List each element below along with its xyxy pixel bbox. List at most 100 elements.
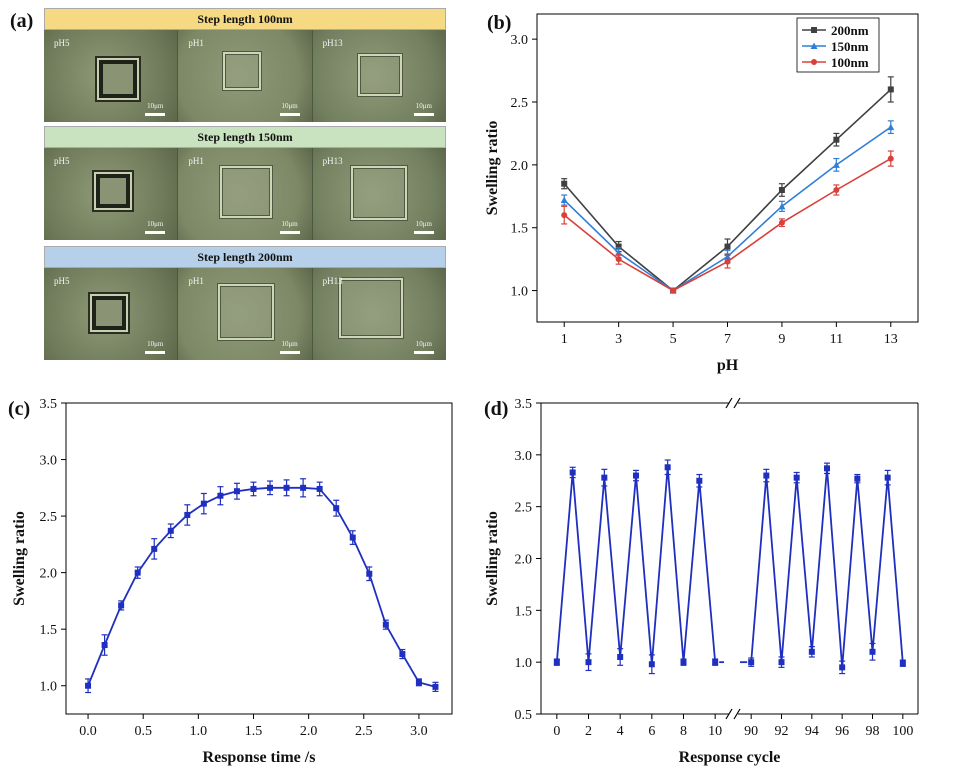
x-tick-label-c: 1.5 (245, 724, 263, 739)
data-point-c (333, 505, 340, 512)
data-point-c (366, 570, 373, 577)
y-tick-label-b: 2.0 (511, 159, 529, 174)
x-tick-label-d: 6 (648, 724, 655, 739)
ph-label: pH13 (322, 276, 343, 286)
micrograph-row-3: pH5 10μm pH1 10μm pH13 10μm (44, 268, 446, 360)
series-line-200nm (563, 88, 892, 292)
panel-label-b: (b) (487, 12, 512, 34)
data-point-d (617, 653, 624, 660)
ph-label: pH13 (322, 38, 343, 48)
y-tick-label-d: 3.0 (515, 449, 533, 464)
data-point-d (569, 469, 576, 476)
data-point-200nm (778, 187, 785, 193)
x-tick-label-d: 2 (585, 724, 592, 739)
axis-break-mark (725, 708, 733, 720)
legend-label-150nm: 150nm (831, 39, 869, 54)
y-tick-label-b: 1.5 (511, 222, 529, 237)
data-point-200nm (670, 287, 677, 294)
data-point-d (648, 661, 655, 668)
legend-marker-100nm (811, 59, 817, 65)
x-axis-label-b: pH (717, 357, 739, 374)
data-point-d (748, 659, 755, 666)
micrograph-pH5: pH5 10μm (44, 30, 178, 122)
data-point-d (793, 474, 800, 481)
x-tick-label-b: 7 (724, 332, 731, 347)
legend-marker-200nm (811, 27, 817, 33)
data-point-d (553, 659, 560, 666)
micrograph-pH5: pH5 10μm (44, 268, 178, 360)
data-point-d (899, 660, 906, 667)
panel-label-a: (a) (10, 10, 34, 32)
data-point-c (432, 683, 439, 690)
data-point-d (696, 477, 703, 484)
ph-label: pH5 (54, 156, 70, 166)
hydrogel-square (220, 166, 273, 218)
data-point-c (267, 484, 274, 491)
scalebar-label: 10μm (415, 102, 432, 110)
y-axis-label-b: Swelling ratio (484, 121, 501, 216)
ph-label: pH13 (322, 156, 343, 166)
x-tick-label-d: 92 (775, 724, 789, 739)
scalebar-label: 10μm (415, 220, 432, 228)
axis-break-mark (733, 397, 741, 409)
micrograph-pH1: pH1 10μm (177, 268, 312, 360)
hydrogel-square (350, 166, 407, 220)
y-tick-label-d: 2.5 (515, 501, 533, 516)
data-point-150nm (832, 161, 840, 168)
x-tick-label-b: 5 (670, 332, 677, 347)
y-tick-label-b: 3.0 (511, 33, 529, 48)
x-tick-label-b: 1 (561, 332, 568, 347)
series-line-c (87, 486, 436, 688)
data-point-d (824, 465, 830, 472)
data-point-200nm (615, 243, 622, 250)
x-tick-label-d: 0 (553, 724, 560, 739)
y-tick-label-d: 1.5 (515, 604, 533, 619)
series-line-d (555, 467, 717, 665)
legend-label-200nm: 200nm (831, 23, 869, 38)
data-point-c (118, 602, 125, 609)
data-point-c (151, 545, 158, 552)
data-point-200nm (561, 180, 568, 187)
y-tick-label-c: 3.0 (40, 454, 58, 469)
data-point-d (778, 659, 785, 666)
data-point-d (601, 474, 608, 481)
data-point-d (869, 648, 876, 655)
data-point-d (712, 659, 719, 666)
data-point-c (85, 682, 92, 689)
data-point-d (763, 472, 770, 479)
scalebar-label: 10μm (147, 220, 164, 228)
data-point-c (217, 492, 224, 499)
x-axis-label-c: Response time /s (203, 749, 316, 766)
data-point-200nm (724, 243, 731, 250)
data-point-d (633, 472, 639, 479)
hydrogel-square (92, 296, 126, 330)
x-tick-label-d: 8 (680, 724, 687, 739)
data-point-150nm (887, 123, 895, 131)
x-tick-label-d: 10 (708, 724, 722, 739)
hydrogel-square (223, 52, 262, 90)
scalebar (279, 113, 300, 116)
scalebar-label: 10μm (281, 220, 298, 228)
y-tick-label-c: 1.5 (40, 623, 58, 638)
data-point-c (415, 679, 422, 686)
scalebar-label: 10μm (281, 102, 298, 110)
scalebar (413, 113, 434, 116)
scalebar (145, 351, 166, 354)
x-tick-label-c: 3.0 (410, 724, 428, 739)
data-point-c (200, 500, 207, 507)
x-axis-label-d: Response cycle (679, 749, 781, 766)
data-point-200nm (887, 86, 894, 93)
data-point-c (167, 527, 174, 534)
y-tick-label-c: 3.5 (40, 397, 58, 412)
strip-header-row-2: Step length 150nm (44, 126, 446, 148)
panel-label-c: (c) (8, 398, 31, 420)
data-point-c (399, 651, 406, 658)
series-line-150nm (563, 126, 892, 292)
data-point-c (184, 511, 191, 518)
legend-box-b (796, 17, 880, 73)
data-point-150nm (560, 196, 568, 204)
micrograph-pH1: pH1 10μm (177, 148, 312, 240)
data-point-100nm (561, 212, 568, 219)
data-point-c (382, 621, 389, 628)
ph-label: pH1 (188, 156, 204, 166)
